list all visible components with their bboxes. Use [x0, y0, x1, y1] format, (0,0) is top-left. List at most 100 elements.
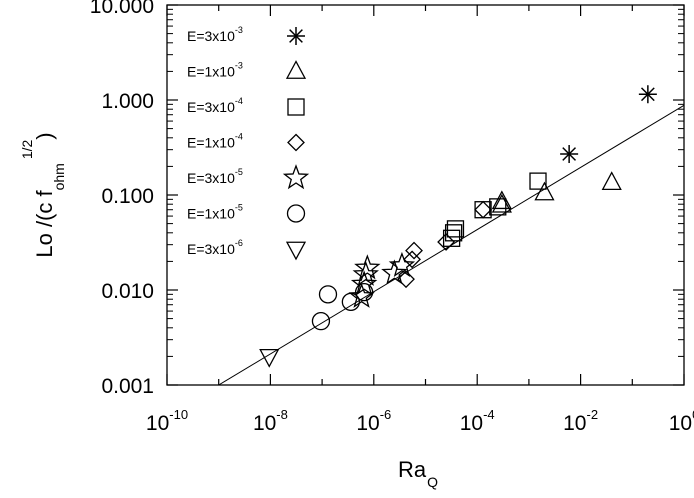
- legend-marker-diamond: [287, 133, 305, 152]
- legend-label-base: E=3x10: [187, 241, 235, 257]
- legend-marker-asterisk: [287, 27, 305, 45]
- series-diamond: [397, 200, 493, 289]
- x-tick-label-exp: -10: [169, 407, 188, 422]
- legend-label: E=3x10-6: [187, 238, 243, 257]
- series-circle: [311, 282, 374, 331]
- asterisk-stroke: [562, 147, 577, 161]
- x-tick-label: 10-4: [460, 407, 495, 435]
- data-point-circle: [318, 285, 338, 304]
- legend-item: E=1x10-5: [187, 203, 306, 223]
- data-point-star: [388, 251, 416, 277]
- legend: E=3x10-3E=1x10-3E=3x10-4E=1x10-4E=3x10-5…: [187, 25, 310, 261]
- y-tick-label: 1.000: [101, 90, 154, 113]
- legend-item: E=3x10-4: [187, 96, 305, 116]
- legend-marker-square: [287, 98, 305, 116]
- legend-marker-triangle: [285, 60, 307, 79]
- legend-label-base: E=1x10: [187, 64, 235, 80]
- x-ticks: [166, 5, 685, 385]
- x-tick-label-exp: -4: [483, 407, 495, 422]
- series-triangle-down: [259, 349, 280, 368]
- data-point-square: [474, 201, 492, 219]
- x-tick-label-exp: -6: [380, 407, 392, 422]
- legend-marker-star: [282, 164, 310, 190]
- data-point-star: [352, 260, 379, 286]
- legend-label-exp: -4: [235, 132, 243, 142]
- x-tick-label-base: 10: [356, 412, 379, 435]
- x-tick-label-base: 10: [669, 412, 692, 435]
- legend-item: E=3x10-3: [187, 25, 305, 45]
- legend-item: E=3x10-6: [187, 238, 307, 261]
- data-point-square: [529, 172, 547, 190]
- data-point-square: [442, 229, 461, 247]
- data-point-diamond: [437, 233, 455, 251]
- data-point-circle: [341, 292, 361, 312]
- y-axis-title-main: Lo /(c f: [32, 190, 57, 258]
- y-ticks: [167, 4, 684, 386]
- legend-label-exp: -3: [235, 25, 243, 35]
- series-asterisk: [560, 85, 657, 164]
- series-star: [348, 251, 416, 308]
- legend-label-base: E=3x10: [187, 170, 235, 186]
- legend-item: E=1x10-4: [187, 132, 305, 152]
- x-axis-title-sub: Q: [427, 474, 438, 490]
- data-point-circle: [354, 282, 374, 302]
- x-tick-label-base: 10: [460, 412, 483, 435]
- data-point-square: [489, 198, 507, 216]
- legend-label: E=3x10-4: [187, 96, 243, 115]
- data-point-diamond: [403, 250, 421, 269]
- x-tick-label-base: 10: [146, 412, 169, 435]
- data-point-circle: [311, 312, 331, 331]
- legend-marker-circle: [286, 204, 306, 223]
- legend-label-base: E=1x10: [187, 135, 235, 151]
- legend-label-base: E=1x10: [187, 206, 235, 222]
- legend-label-exp: -4: [235, 96, 243, 106]
- y-tick-labels: 10.000 1.000 0.100 0.010 0.001: [90, 0, 154, 398]
- y-axis-title: Lo /(c fohm 1/2): [19, 132, 67, 257]
- plot-frame: [166, 4, 685, 386]
- x-tick-label-base: 10: [253, 412, 276, 435]
- data-point-triangle: [601, 171, 622, 191]
- legend-label-exp: -3: [235, 61, 243, 71]
- x-tick-label: 10-10: [146, 407, 188, 435]
- legend-marker-triangle-down: [285, 241, 307, 261]
- y-tick-label: 0.100: [101, 185, 154, 208]
- legend-label-exp: -5: [235, 167, 243, 177]
- data-point-star: [350, 270, 378, 296]
- data-point-asterisk: [638, 85, 657, 104]
- x-tick-label-exp: -2: [586, 407, 598, 422]
- x-axis-title-base: Ra: [398, 457, 427, 482]
- legend-label: E=1x10-4: [187, 132, 243, 151]
- legend-item: E=3x10-5: [187, 164, 310, 190]
- legend-label: E=3x10-5: [187, 167, 243, 186]
- y-axis-title-sub: ohm: [51, 163, 67, 190]
- x-tick-label: 10-2: [563, 407, 598, 435]
- asterisk-stroke: [289, 29, 303, 43]
- legend-label-exp: -5: [235, 203, 243, 213]
- series-triangle: [491, 171, 622, 213]
- data-point-triangle: [534, 181, 555, 201]
- data-point-triangle-down: [259, 349, 280, 368]
- asterisk-stroke: [640, 87, 655, 102]
- data-point-asterisk: [560, 145, 579, 164]
- x-tick-label-exp: -8: [276, 407, 288, 422]
- x-tick-label: 100: [669, 407, 694, 435]
- y-axis-title-sup: 1/2: [19, 139, 35, 159]
- x-axis-title: RaQ: [398, 457, 438, 490]
- y-axis-title-close: ): [32, 132, 57, 139]
- plot-area: E=3x10-3E=1x10-3E=3x10-4E=1x10-4E=3x10-5…: [166, 4, 685, 386]
- legend-label-exp: -6: [235, 238, 243, 248]
- legend-label: E=3x10-3: [187, 25, 243, 44]
- y-tick-label: 10.000: [90, 0, 154, 18]
- data-point-star: [381, 259, 408, 285]
- svg-text:Lo /(c fohm1/2): Lo /(c fohm 1/2): [19, 132, 67, 257]
- legend-label-base: E=3x10: [187, 99, 235, 115]
- legend-label-base: E=3x10: [187, 28, 235, 44]
- x-tick-label: 10-8: [253, 407, 288, 435]
- data-point-diamond: [397, 270, 415, 289]
- data-point-diamond: [405, 241, 423, 260]
- legend-item: E=1x10-3: [187, 60, 307, 80]
- x-tick-label-base: 10: [563, 412, 586, 435]
- data-point-star: [354, 254, 381, 280]
